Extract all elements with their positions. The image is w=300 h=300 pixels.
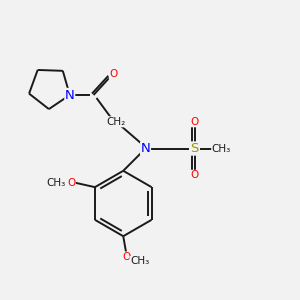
Text: O: O	[67, 178, 75, 188]
Text: CH₃: CH₃	[130, 256, 149, 266]
Text: O: O	[109, 69, 118, 79]
Text: O: O	[190, 117, 199, 127]
Text: CH₂: CH₂	[106, 117, 125, 127]
Text: CH₃: CH₃	[212, 143, 231, 154]
Text: N: N	[65, 88, 75, 101]
Text: O: O	[190, 170, 199, 180]
Text: CH₃: CH₃	[47, 178, 66, 188]
Text: S: S	[190, 142, 199, 155]
Text: O: O	[122, 252, 130, 262]
Text: N: N	[141, 142, 150, 155]
